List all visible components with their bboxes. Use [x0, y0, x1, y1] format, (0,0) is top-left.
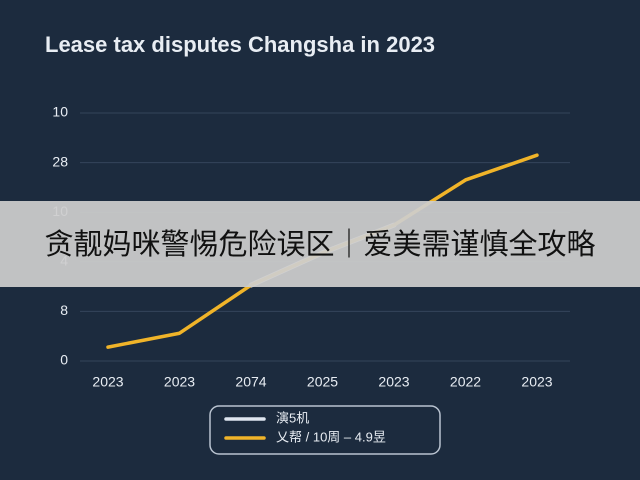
y-tick-label: 8	[60, 302, 68, 318]
x-tick-label: 2023	[164, 374, 195, 390]
chart-title: Lease tax disputes Changsha in 2023	[45, 32, 435, 57]
y-tick-label: 28	[52, 153, 68, 169]
x-tick-label: 2023	[378, 374, 409, 390]
x-tick-label: 2025	[307, 374, 338, 390]
y-tick-label: 0	[60, 352, 68, 368]
x-tick-label: 2022	[450, 374, 481, 390]
legend-label: 乂帮 / 10周 – 4.9昱	[276, 429, 386, 444]
y-tick-label: 10	[52, 104, 68, 120]
banner: 贪靓妈咪警惕危险误区｜爱美需谨慎全攻略	[0, 201, 640, 287]
legend-label: 演5机	[276, 410, 309, 425]
legend-box	[209, 405, 441, 455]
x-tick-label: 2023	[521, 374, 552, 390]
x-tick-label: 2023	[92, 374, 123, 390]
x-tick-label: 2074	[235, 374, 266, 390]
